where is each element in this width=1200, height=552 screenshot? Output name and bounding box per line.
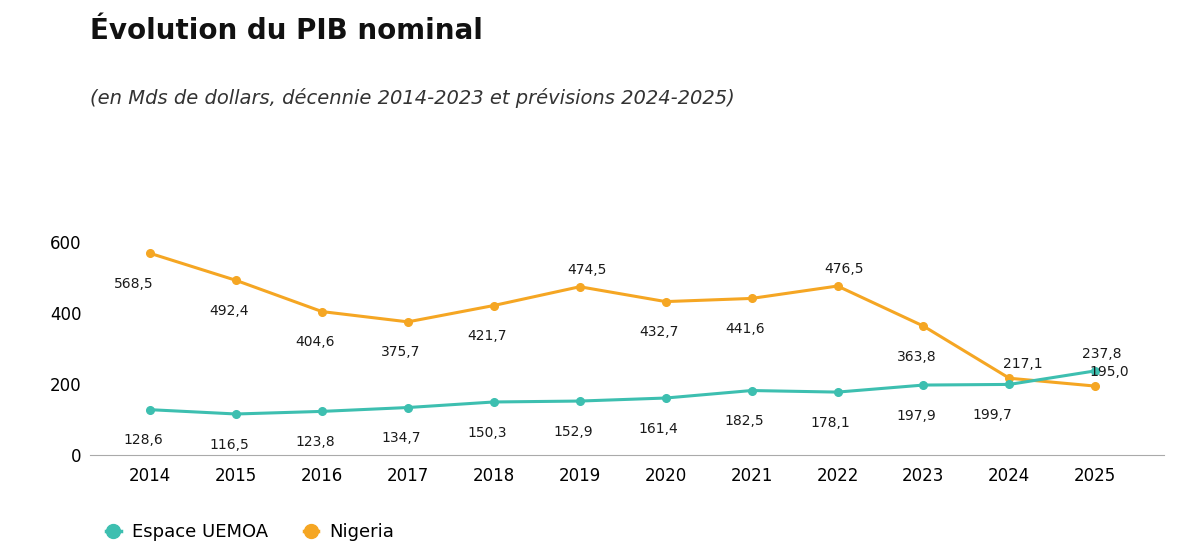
Text: 116,5: 116,5 bbox=[209, 438, 248, 452]
Text: 161,4: 161,4 bbox=[638, 422, 678, 436]
Text: 476,5: 476,5 bbox=[824, 262, 864, 277]
Text: 182,5: 182,5 bbox=[725, 414, 764, 428]
Text: 123,8: 123,8 bbox=[295, 435, 335, 449]
Text: 237,8: 237,8 bbox=[1082, 347, 1122, 361]
Text: 432,7: 432,7 bbox=[640, 325, 678, 339]
Text: 492,4: 492,4 bbox=[209, 304, 248, 318]
Text: 128,6: 128,6 bbox=[124, 433, 163, 447]
Text: 363,8: 363,8 bbox=[896, 350, 936, 364]
Text: 150,3: 150,3 bbox=[467, 426, 506, 439]
Legend: Espace UEMOA, Nigeria: Espace UEMOA, Nigeria bbox=[100, 516, 401, 549]
Text: 197,9: 197,9 bbox=[896, 408, 936, 423]
Text: 152,9: 152,9 bbox=[553, 424, 593, 439]
Text: 568,5: 568,5 bbox=[114, 277, 154, 291]
Text: 375,7: 375,7 bbox=[382, 346, 421, 359]
Text: 421,7: 421,7 bbox=[467, 329, 506, 343]
Text: 474,5: 474,5 bbox=[568, 263, 606, 277]
Text: 195,0: 195,0 bbox=[1090, 365, 1129, 379]
Text: 178,1: 178,1 bbox=[811, 416, 851, 429]
Text: 217,1: 217,1 bbox=[1003, 357, 1043, 371]
Text: (en Mds de dollars, décennie 2014-2023 et prévisions 2024-2025): (en Mds de dollars, décennie 2014-2023 e… bbox=[90, 88, 734, 108]
Text: 441,6: 441,6 bbox=[725, 322, 764, 336]
Text: Évolution du PIB nominal: Évolution du PIB nominal bbox=[90, 17, 482, 45]
Text: 199,7: 199,7 bbox=[973, 408, 1013, 422]
Text: 134,7: 134,7 bbox=[382, 431, 421, 445]
Text: 404,6: 404,6 bbox=[295, 335, 335, 349]
